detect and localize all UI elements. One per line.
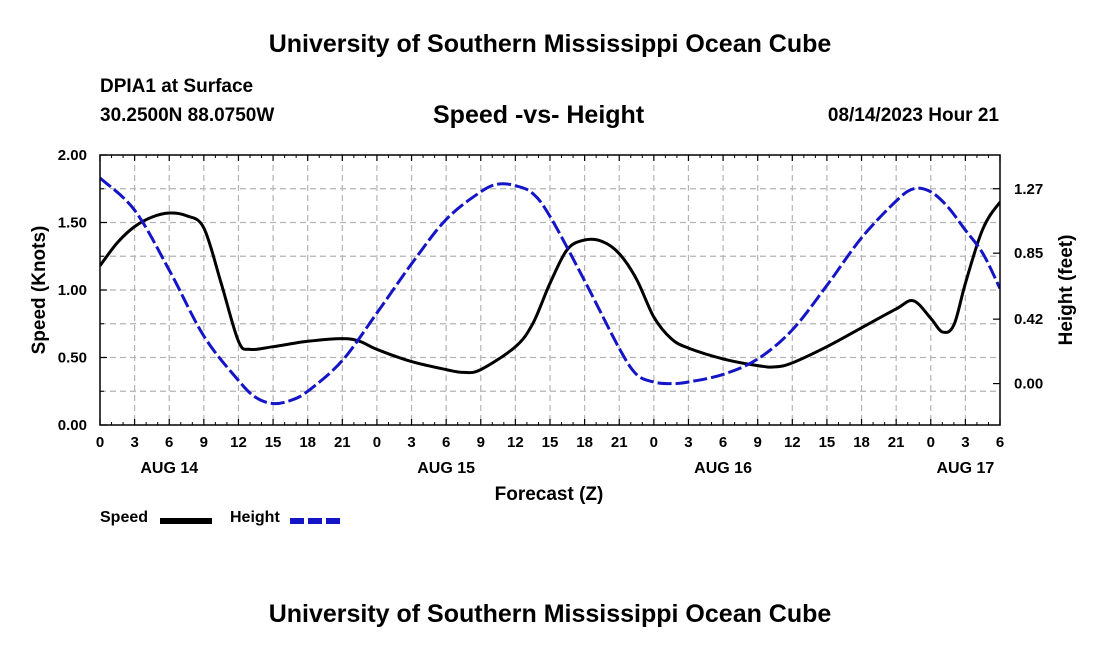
x-tick-label: 12 bbox=[507, 434, 524, 451]
x-tick-label: 15 bbox=[542, 434, 559, 451]
x-tick-label: 21 bbox=[334, 434, 351, 451]
x-tick-label: 3 bbox=[407, 434, 415, 451]
y-axis-title-left: Speed (Knots) bbox=[29, 226, 50, 355]
x-tick-label: 21 bbox=[611, 434, 628, 451]
y-right-tick-label: 0.00 bbox=[1014, 376, 1043, 393]
axis-tick-labels: 0 3 6 9 12 15 18 21 0 3 6 9 12 15 18 21 0 3 6 9 12 15 18 21 0 3 6A… bbox=[58, 147, 1043, 477]
station-name: DPIA1 at Surface bbox=[100, 76, 254, 97]
y-left-tick-label: 1.50 bbox=[58, 215, 87, 232]
x-tick-label: 6 bbox=[165, 434, 173, 451]
x-tick-label: 0 bbox=[650, 434, 658, 451]
forecast-timestamp: 08/14/2023 Hour 21 bbox=[827, 105, 999, 126]
height-series-line bbox=[100, 176, 1000, 406]
x-tick-label: 3 bbox=[684, 434, 692, 451]
y-left-tick-label: 1.00 bbox=[58, 282, 87, 299]
x-tick-label: 18 bbox=[299, 434, 316, 451]
axis-ticks bbox=[99, 154, 1001, 426]
x-tick-label: 0 bbox=[373, 434, 381, 451]
x-tick-label: 12 bbox=[784, 434, 801, 451]
x-day-label: AUG 14 bbox=[140, 460, 198, 477]
x-tick-label: 9 bbox=[200, 434, 208, 451]
y-right-tick-label: 0.42 bbox=[1014, 311, 1043, 328]
y-left-tick-label: 0.00 bbox=[58, 417, 87, 434]
x-day-label: AUG 16 bbox=[694, 460, 752, 477]
x-axis-title: Forecast (Z) bbox=[495, 484, 604, 505]
x-tick-label: 0 bbox=[96, 434, 104, 451]
page-title: University of Southern Mississippi Ocean… bbox=[268, 30, 832, 58]
x-tick-label: 9 bbox=[477, 434, 485, 451]
x-tick-label: 15 bbox=[819, 434, 836, 451]
x-tick-label: 12 bbox=[230, 434, 247, 451]
y-right-tick-label: 1.27 bbox=[1014, 181, 1043, 198]
grid-lines bbox=[100, 155, 1000, 425]
legend-speed-label: Speed bbox=[100, 509, 149, 526]
y-right-tick-label: 0.85 bbox=[1014, 245, 1043, 262]
x-tick-label: 3 bbox=[961, 434, 969, 451]
y-left-tick-label: 0.50 bbox=[58, 350, 87, 367]
x-tick-label: 6 bbox=[442, 434, 450, 451]
chart-subtitle: Speed -vs- Height bbox=[433, 101, 645, 129]
x-tick-label: 18 bbox=[576, 434, 593, 451]
x-tick-label: 9 bbox=[754, 434, 762, 451]
legend-height-label: Height bbox=[230, 509, 280, 526]
station-coordinates: 30.2500N 88.0750W bbox=[100, 105, 275, 126]
x-tick-label: 18 bbox=[853, 434, 870, 451]
x-tick-label: 21 bbox=[888, 434, 905, 451]
speed-series-line bbox=[100, 199, 1000, 375]
series-layer bbox=[100, 176, 1000, 406]
x-tick-label: 6 bbox=[996, 434, 1004, 451]
x-tick-label: 3 bbox=[130, 434, 138, 451]
footer-title: University of Southern Mississippi Ocean… bbox=[268, 600, 832, 628]
x-day-label: AUG 17 bbox=[936, 460, 994, 477]
y-axis-title-right: Height (feet) bbox=[1056, 235, 1077, 346]
x-tick-label: 6 bbox=[719, 434, 727, 451]
x-tick-label: 0 bbox=[927, 434, 935, 451]
x-day-label: AUG 15 bbox=[417, 460, 475, 477]
y-left-tick-label: 2.00 bbox=[58, 147, 87, 164]
x-tick-label: 15 bbox=[265, 434, 282, 451]
